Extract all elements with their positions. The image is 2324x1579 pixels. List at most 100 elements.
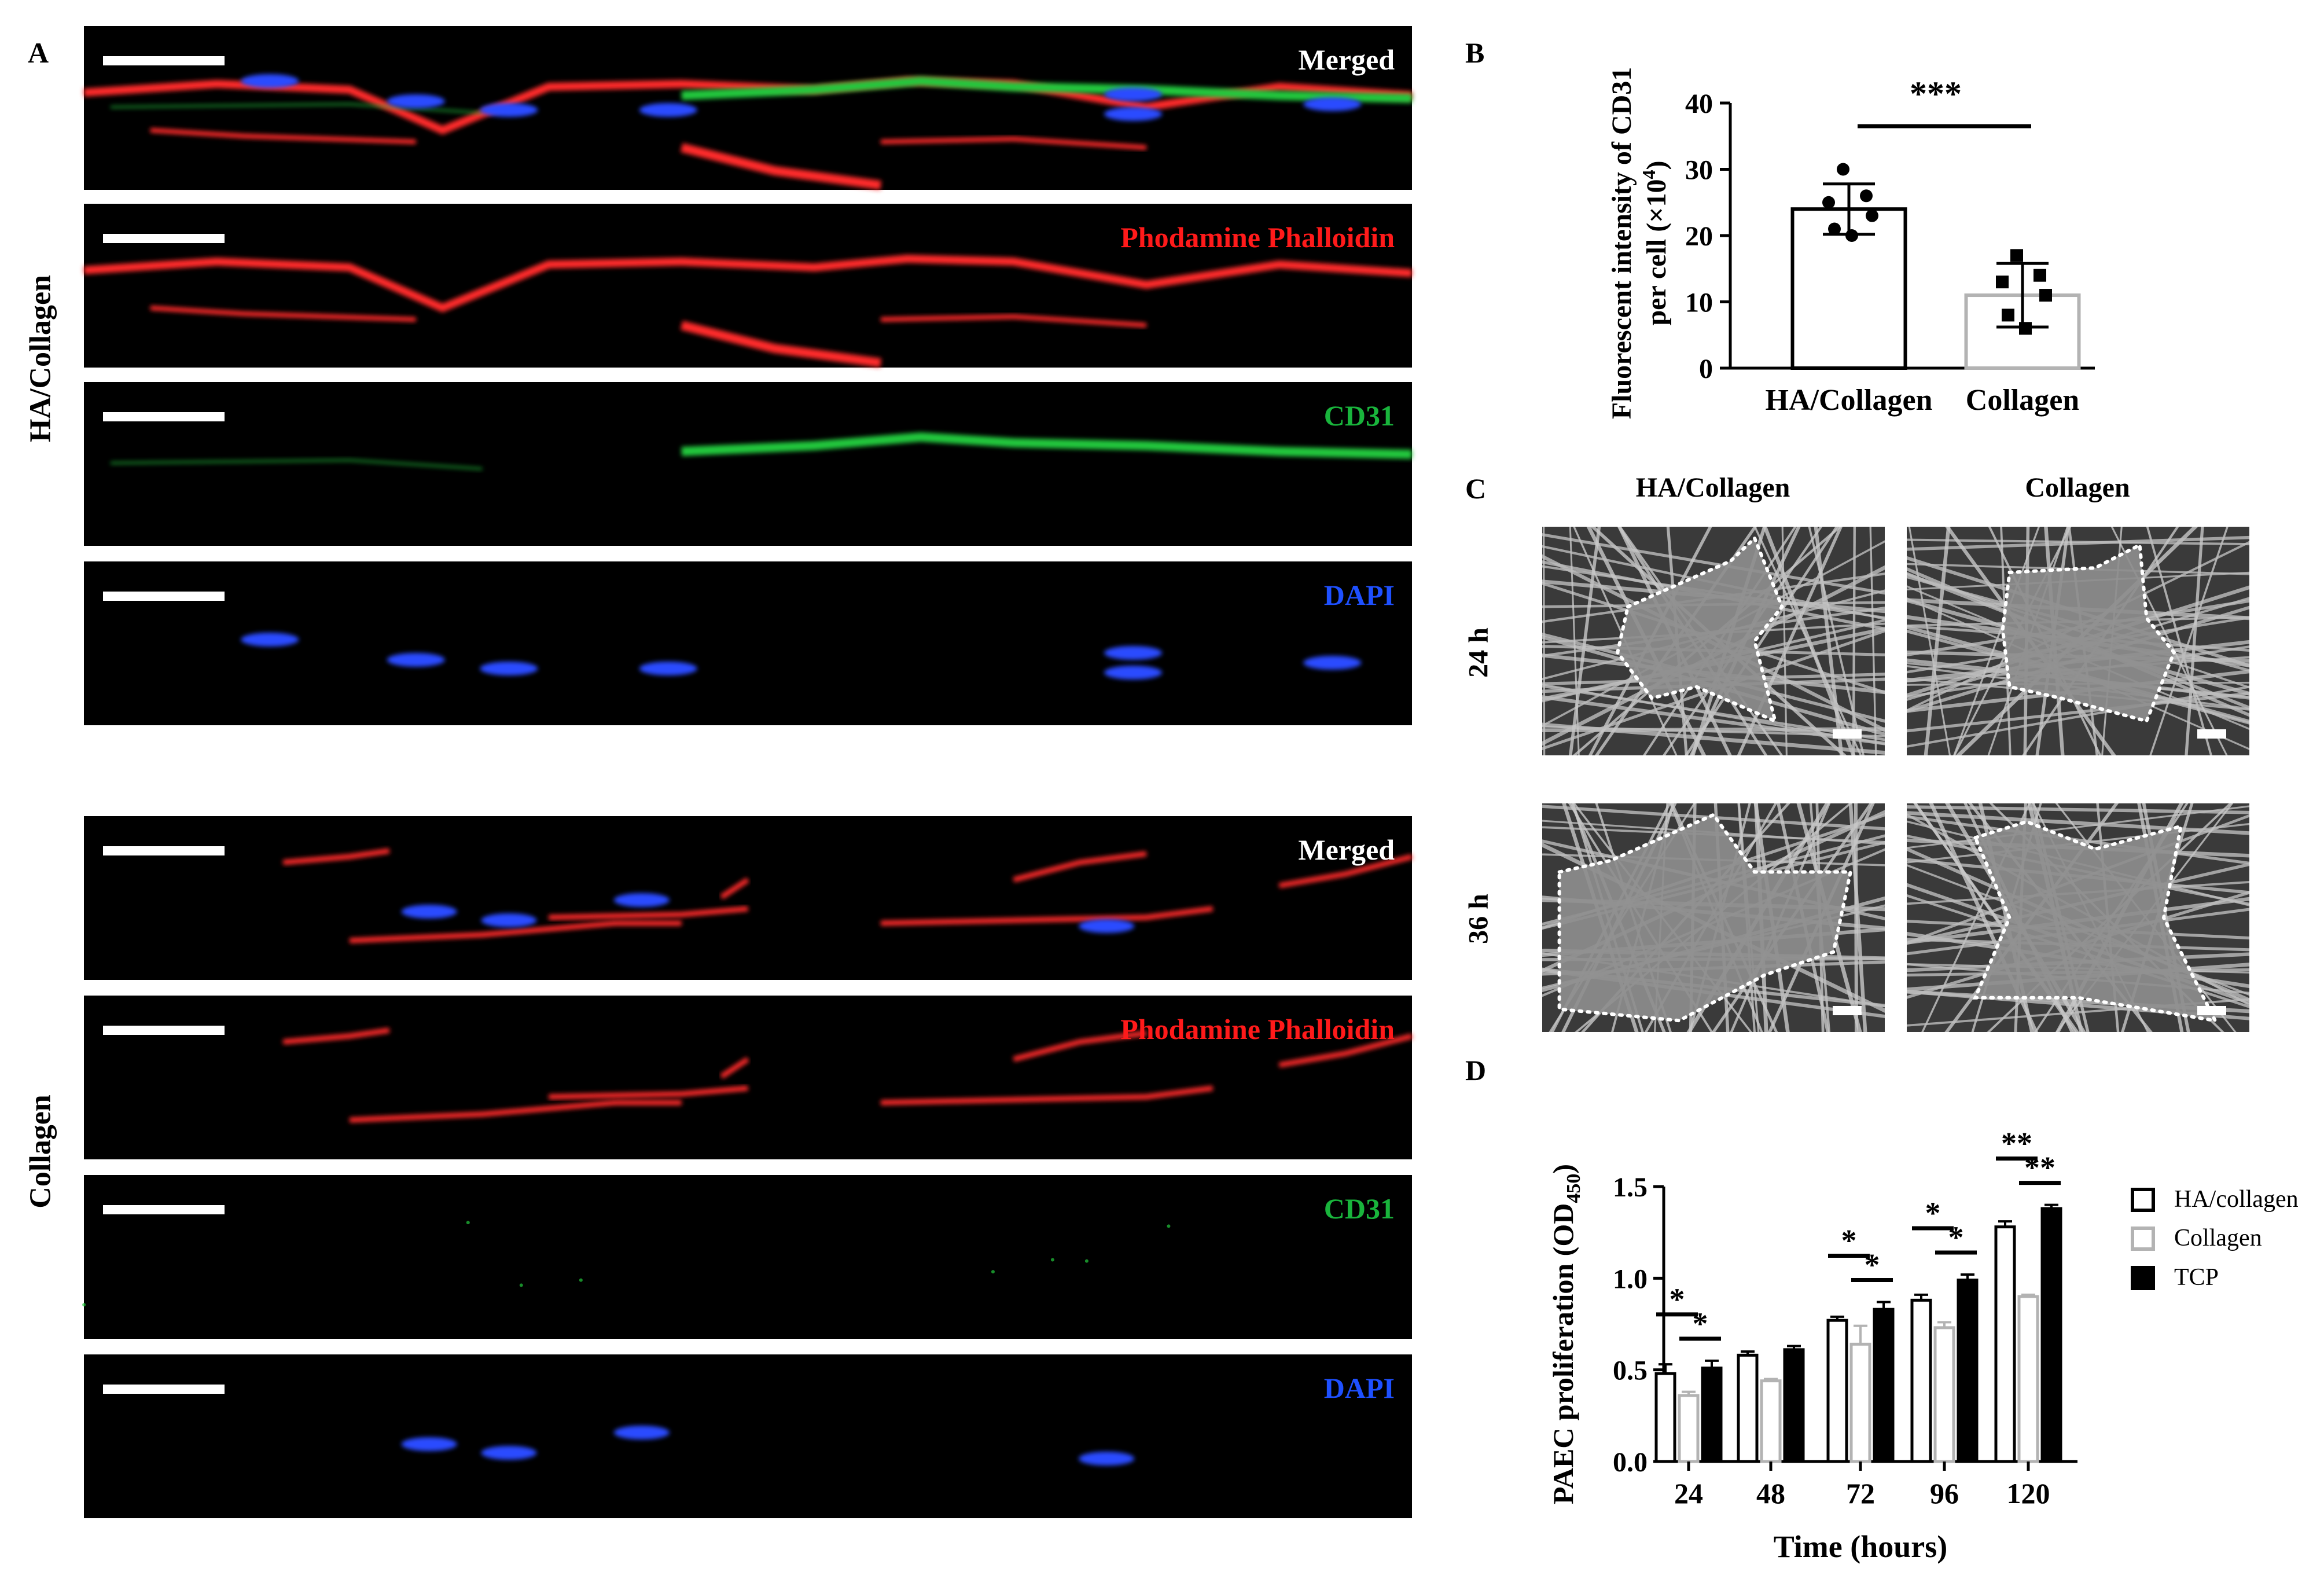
- data-point: [1866, 209, 1878, 222]
- data-point: [2019, 322, 2032, 335]
- micrograph-collagen-2: CD31: [82, 1175, 1412, 1339]
- channel-label: DAPI: [1324, 579, 1395, 611]
- actin-fiber: [549, 1085, 748, 1100]
- bar-24-1: [1678, 1394, 1700, 1463]
- fiber: [1907, 815, 2249, 865]
- nucleus: [639, 103, 697, 117]
- micrograph-background: [84, 1175, 1412, 1339]
- panel-label-b: B: [1465, 36, 1485, 69]
- cd31-speck: [991, 1270, 995, 1274]
- significance-label: *: [1865, 1248, 1880, 1283]
- nucleus: [480, 662, 538, 675]
- scale-bar: [103, 592, 225, 601]
- actin-fiber: [349, 1100, 682, 1123]
- y-axis-label: Fluorescent intensity of CD31 per cell (×…: [1606, 67, 1672, 419]
- scale-bar: [103, 1385, 225, 1394]
- actin-fiber: [1013, 851, 1147, 883]
- cell-outline: [1557, 813, 1853, 1023]
- x-tick-label: 48: [1756, 1477, 1785, 1510]
- fiber: [1924, 527, 1951, 755]
- cd31-band: [110, 458, 483, 471]
- nucleus: [401, 1437, 457, 1451]
- scale-bar: [103, 1205, 225, 1214]
- nucleus: [613, 1426, 670, 1440]
- data-point: [2039, 289, 2052, 302]
- fiber: [1908, 527, 1951, 755]
- nucleus: [241, 74, 299, 88]
- fiber: [1907, 535, 2249, 551]
- cell-outline: [1616, 535, 1784, 724]
- bar-48-2: [1783, 1348, 1805, 1463]
- legend-label-1: Collagen: [2174, 1225, 2262, 1251]
- cd31-speck: [82, 1303, 86, 1307]
- data-point: [1822, 196, 1835, 209]
- sem-image-2: [1542, 803, 1885, 1032]
- nucleus: [639, 662, 697, 675]
- micrograph-collagen-0: Merged: [84, 816, 1413, 980]
- significance-label: *: [1925, 1196, 1941, 1231]
- legend-swatch-0: [2131, 1188, 2155, 1212]
- cd31-speck: [1050, 1258, 1054, 1262]
- nucleus: [241, 633, 299, 647]
- micrograph-background: [84, 996, 1412, 1159]
- fiber: [1808, 527, 1865, 755]
- nucleus: [481, 913, 537, 927]
- data-point: [1828, 222, 1841, 236]
- actin-band: [83, 76, 1413, 135]
- fiber: [1542, 533, 1885, 595]
- data-point: [1996, 276, 2009, 289]
- actin-fiber: [282, 848, 390, 865]
- fiber: [1907, 805, 2249, 814]
- cd31-speck: [579, 1278, 583, 1282]
- significance-label: *: [1670, 1282, 1685, 1317]
- y-tick-label: 0: [1699, 354, 1713, 384]
- channel-label: Merged: [1298, 43, 1395, 76]
- micrograph-background: [84, 816, 1412, 980]
- legend-label-0: HA/collagen: [2174, 1186, 2299, 1213]
- significance-label: *: [1948, 1220, 1964, 1255]
- cell-body: [2002, 545, 2174, 721]
- scale-bar: [2197, 1006, 2226, 1015]
- nucleus: [1104, 107, 1163, 121]
- scale-bar: [103, 846, 225, 855]
- actin-fiber: [1278, 1033, 1413, 1068]
- bar-120-1: [2017, 1295, 2039, 1463]
- fiber: [1763, 527, 1856, 755]
- actin-fiber: [720, 877, 749, 899]
- scale-bar: [1833, 729, 1862, 739]
- fiber: [1907, 692, 2249, 733]
- actin-fiber: [150, 306, 416, 322]
- actin-fiber: [720, 1057, 749, 1079]
- sem-image-3: [1907, 803, 2249, 1032]
- data-point: [1837, 163, 1849, 176]
- significance-label: ***: [1910, 75, 1962, 113]
- scale-bar: [2197, 729, 2226, 739]
- micrograph-ha-collagen-0: Merged: [83, 26, 1413, 190]
- micrograph-ha-collagen-3: DAPI: [84, 561, 1412, 725]
- nucleus: [387, 653, 445, 667]
- nucleus: [1303, 656, 1362, 670]
- actin-fiber: [282, 1027, 390, 1045]
- actin-fiber: [549, 906, 748, 920]
- y-tick-label: 40: [1685, 89, 1713, 119]
- bar-48-1: [1760, 1379, 1782, 1463]
- bar-72-1: [1849, 1342, 1871, 1463]
- nucleus: [1104, 646, 1163, 660]
- micrograph-background: [84, 561, 1412, 725]
- sem-column-label-ha-collagen: HA/Collagen: [1635, 472, 1790, 503]
- y-tick-label: 30: [1685, 155, 1713, 186]
- actin-fiber: [1013, 1030, 1147, 1062]
- panel-label-a: A: [28, 36, 49, 69]
- bar-72-2: [1873, 1308, 1895, 1463]
- actin-fiber: [680, 143, 882, 190]
- y-axis-label-text: PAEC proliferation (OD450): [1547, 1164, 1584, 1504]
- legend-label-2: TCP: [2174, 1264, 2219, 1291]
- cell-outline: [1972, 820, 2219, 1023]
- bar-120-2: [2040, 1207, 2062, 1463]
- micrograph-ha-collagen-1: Phodamine Phalloidin: [83, 204, 1413, 368]
- significance-label: *: [1693, 1306, 1708, 1341]
- actin-band: [83, 254, 1413, 313]
- y-axis-label-line2: per cell (×104): [1638, 160, 1672, 325]
